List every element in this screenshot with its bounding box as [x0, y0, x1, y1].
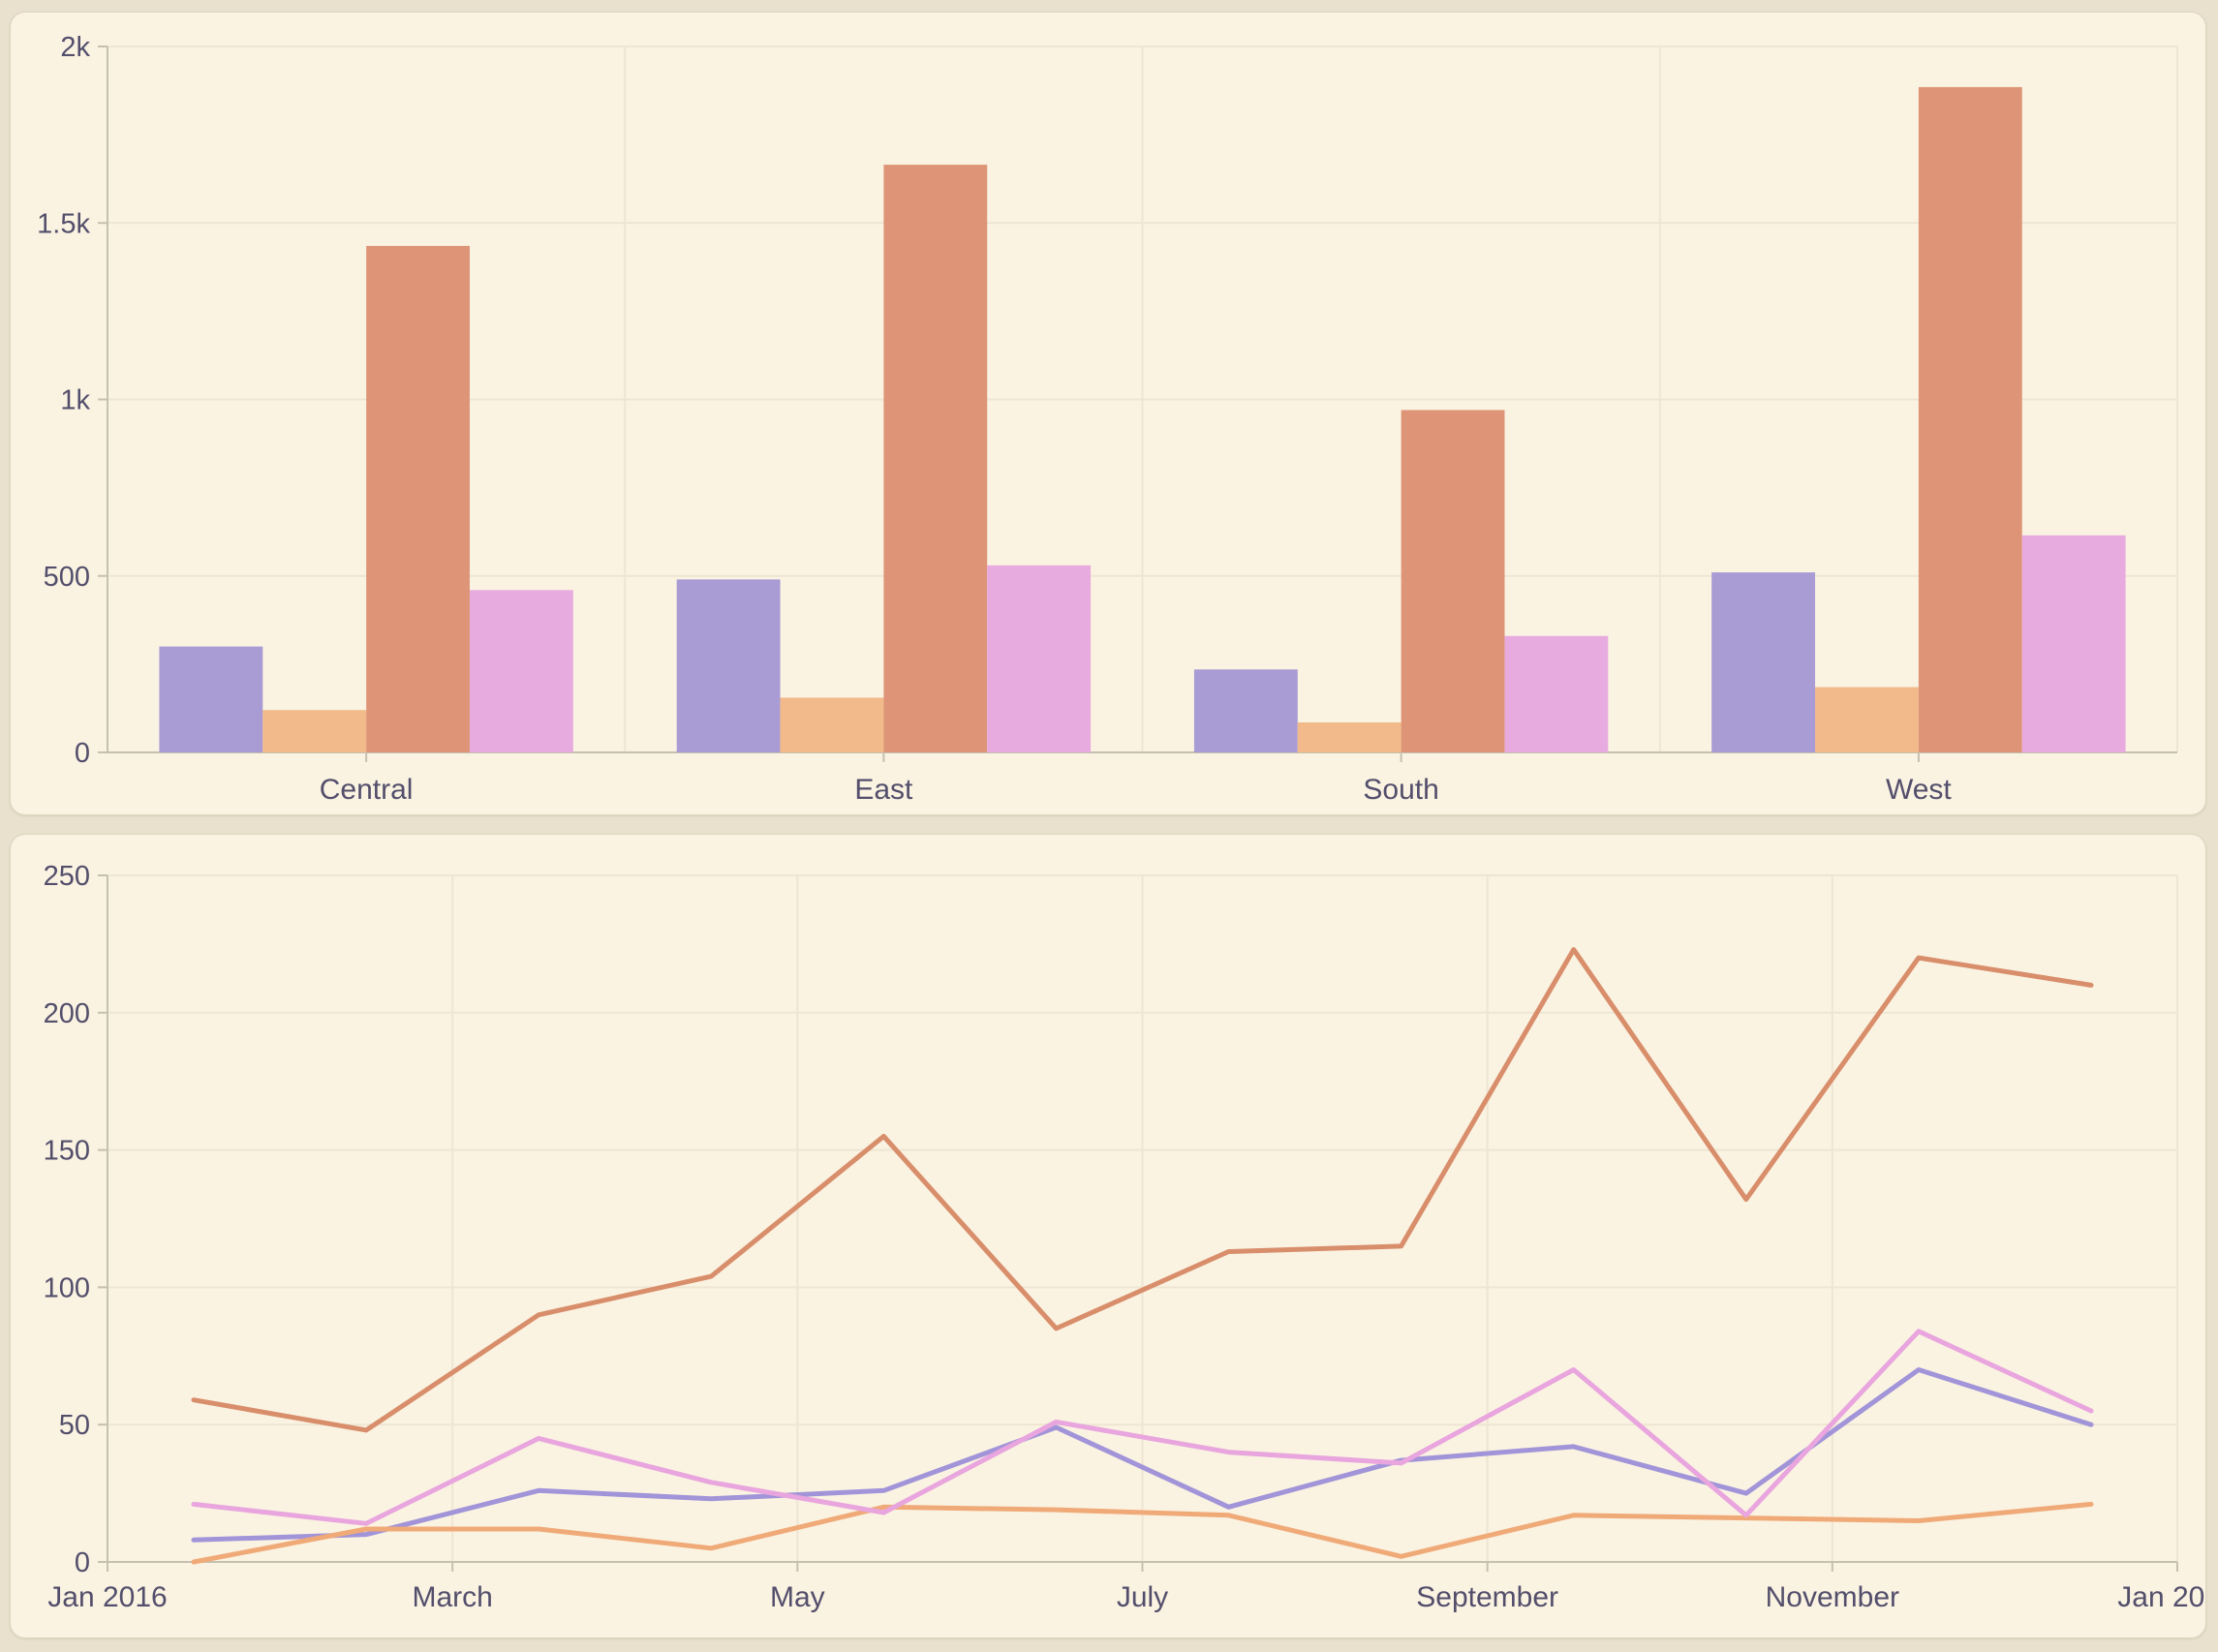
y-tick-label: 100: [44, 1272, 90, 1303]
bar-pink-west[interactable]: [2021, 535, 2126, 752]
bar-pink-central[interactable]: [469, 590, 573, 752]
y-tick-label: 0: [75, 1547, 90, 1578]
x-tick-label: East: [854, 774, 913, 806]
bar-purple-south[interactable]: [1193, 669, 1298, 752]
line-series-pink[interactable]: [191, 1329, 2094, 1526]
x-tick-label: Jan 2016: [47, 1581, 167, 1613]
y-tick-label: 250: [44, 861, 90, 892]
bar-peach-west[interactable]: [1815, 687, 1919, 752]
y-tick-label: 50: [59, 1410, 90, 1441]
x-tick-label: May: [770, 1581, 825, 1613]
bar-salmon-west[interactable]: [1918, 86, 2022, 753]
y-tick-label: 1k: [60, 385, 90, 416]
bar-peach-south[interactable]: [1297, 722, 1402, 752]
bar-salmon-south[interactable]: [1401, 410, 1505, 752]
bar-pink-east[interactable]: [987, 565, 1092, 752]
x-tick-label: West: [1886, 774, 1952, 806]
y-tick-label: 1.5k: [37, 208, 90, 239]
line-series-orange[interactable]: [191, 1501, 2094, 1565]
y-tick-label: 2k: [60, 32, 90, 63]
bar-salmon-east[interactable]: [883, 165, 988, 753]
line-series-salmon[interactable]: [191, 947, 2094, 1433]
x-tick-label: South: [1363, 774, 1438, 806]
x-tick-label: March: [412, 1581, 492, 1613]
bar-peach-east[interactable]: [780, 697, 884, 752]
bar-purple-east[interactable]: [676, 579, 781, 752]
bar-pink-south[interactable]: [1504, 635, 1609, 752]
bar-chart: 0 500 1k 1.5k 2k Central East South West: [37, 32, 2178, 806]
line-series-purple[interactable]: [191, 1367, 2094, 1543]
bar-peach-central[interactable]: [262, 710, 367, 752]
y-tick-label: 500: [44, 562, 90, 593]
y-tick-label: 200: [44, 998, 90, 1029]
y-tick-label: 150: [44, 1136, 90, 1167]
y-tick-label: 0: [75, 738, 90, 769]
x-tick-label: July: [1117, 1581, 1168, 1613]
line-chart-card: 0 50 100 150 200 250 Jan 2016 March May July Septe…: [10, 834, 2206, 1638]
bar-salmon-central[interactable]: [366, 245, 470, 752]
line-chart: 0 50 100 150 200 250 Jan 2016 March May July Septe…: [44, 861, 2206, 1613]
x-tick-label: November: [1766, 1581, 1899, 1613]
bar-purple-west[interactable]: [1711, 572, 1816, 752]
bar-purple-central[interactable]: [159, 646, 263, 752]
x-tick-label: Central: [320, 774, 414, 806]
bar-chart-card: 0 500 1k 1.5k 2k Central East South West: [10, 12, 2206, 815]
x-tick-label: September: [1416, 1581, 1558, 1613]
x-tick-label: Jan 2017: [2117, 1581, 2206, 1613]
